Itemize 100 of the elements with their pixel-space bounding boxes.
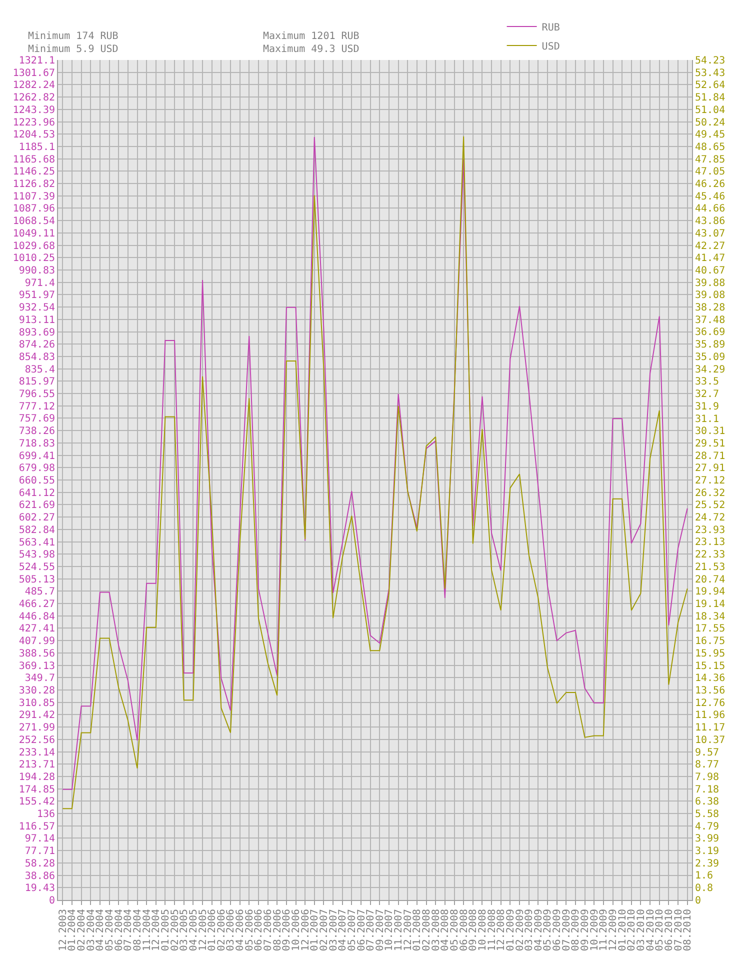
x-tick-label: 04.2006 — [235, 909, 246, 952]
y-tick-label: 369.13 — [18, 660, 55, 672]
legend-label: RUB — [542, 22, 560, 34]
legend-label: USD — [542, 41, 560, 52]
text: Maximum 49.3 USD — [263, 44, 360, 55]
y2-tick-label: 51.84 — [695, 92, 726, 104]
x-tick-label: 07.2007 — [366, 909, 377, 952]
y2-tick-label: 19.94 — [695, 586, 726, 598]
y2-tick-label: 24.72 — [695, 512, 726, 524]
y-tick-label: 893.69 — [18, 327, 55, 338]
y2-tick-label: 45.46 — [695, 191, 726, 202]
x-tick-label: 02.2010 — [626, 909, 638, 952]
y2-tick-label: 21.53 — [695, 562, 726, 574]
y-tick-label: 1126.82 — [12, 179, 55, 190]
x-tick-label: 04.2010 — [645, 909, 656, 952]
x-tick-label: 01.2006 — [207, 909, 218, 952]
x-tick-label: 07.2009 — [561, 909, 572, 952]
y2-tick-label: 19.14 — [695, 599, 726, 610]
x-tick-label: 10.2007 — [384, 909, 396, 952]
x-tick-label: 01.2004 — [67, 909, 78, 952]
y-tick-label: 835.4 — [24, 364, 55, 376]
y2-tick-label: 39.08 — [695, 290, 726, 302]
y2-tick-label: 54.23 — [695, 56, 726, 66]
x-tick-label: 03.2007 — [328, 909, 340, 952]
y2-tick-label: 7.98 — [695, 772, 720, 783]
y2-tick-label: 16.75 — [695, 636, 726, 648]
y-tick-label: 1087.96 — [12, 204, 55, 215]
y2-tick-label: 23.93 — [695, 524, 726, 536]
y-tick-label: 271.99 — [18, 722, 55, 734]
x-tick-label: 09.2009 — [580, 909, 592, 952]
y2-tick-label: 11.96 — [695, 710, 726, 722]
x-tick-label: 06.2008 — [458, 909, 470, 952]
y2-tick-label: 52.64 — [695, 80, 726, 92]
y-tick-label: 505.13 — [18, 574, 55, 586]
y-tick-label: 738.26 — [18, 426, 55, 438]
x-tick-label: 01.2005 — [160, 909, 172, 952]
y-tick-label: 349.7 — [24, 673, 55, 684]
y2-tick-label: 31.1 — [695, 414, 720, 425]
y2-tick-label: 44.66 — [695, 204, 726, 215]
x-tick-label: 03.2004 — [86, 909, 97, 952]
y2-tick-label: 15.15 — [695, 660, 726, 672]
y-tick-label: 621.69 — [18, 500, 55, 512]
y2-tick-label: 41.47 — [695, 253, 726, 264]
x-tick-label: 06.2010 — [664, 909, 675, 952]
x-tick-label: 06.2009 — [552, 909, 564, 952]
y2-tick-label: 31.9 — [695, 401, 720, 412]
y2-tick-label: 35.09 — [695, 352, 726, 363]
x-tick-label: 05.2010 — [654, 909, 666, 952]
y-tick-label: 77.71 — [24, 846, 55, 858]
y-tick-label: 718.83 — [18, 438, 55, 450]
x-tick-label: 03.2008 — [430, 909, 442, 952]
y-tick-label: 427.41 — [18, 624, 55, 635]
x-tick-label: 10.2006 — [291, 909, 302, 952]
y2-tick-label: 33.5 — [695, 376, 720, 388]
x-tick-label: 03.2010 — [636, 909, 647, 952]
y-tick-label: 660.55 — [18, 476, 55, 486]
y2-tick-label: 3.19 — [695, 846, 720, 858]
y-tick-label: 19.43 — [24, 883, 55, 894]
y2-tick-label: 23.13 — [695, 537, 726, 548]
x-tick-label: 12.2008 — [496, 909, 508, 952]
y-tick-label: 1282.24 — [12, 80, 55, 92]
x-tick-label: 09.2008 — [468, 909, 480, 952]
x-tick-label: 07.2006 — [263, 909, 274, 952]
y2-tick-label: 4.79 — [695, 821, 720, 832]
x-tick-label: 11.2007 — [394, 909, 405, 952]
y-tick-label: 679.98 — [18, 463, 55, 474]
x-tick-label: 04.2007 — [338, 909, 349, 952]
y-tick-label: 699.41 — [18, 450, 55, 462]
y-tick-label: 97.14 — [24, 834, 55, 845]
x-tick-label: 01.2010 — [617, 909, 628, 952]
x-tick-label: 12.2009 — [608, 909, 619, 952]
y-tick-label: 233.14 — [18, 747, 55, 758]
y2-tick-label: 5.58 — [695, 809, 720, 820]
y2-tick-label: 27.91 — [695, 463, 726, 474]
x-tick-label: 06.2006 — [254, 909, 265, 952]
y2-tick-label: 34.29 — [695, 364, 726, 376]
y2-tick-label: 32.7 — [695, 388, 720, 400]
y-tick-label: 951.97 — [18, 290, 55, 302]
x-tick-label: 03.2006 — [226, 909, 237, 952]
y-tick-label: 485.7 — [24, 586, 55, 598]
x-tick-label: 12.2007 — [402, 909, 414, 952]
y-tick-label: 330.28 — [18, 686, 55, 696]
x-tick-label: 04.2008 — [440, 909, 452, 952]
x-tick-label: 04.2004 — [95, 909, 106, 952]
y2-tick-label: 2.39 — [695, 858, 720, 870]
text: Minimum 5.9 USD — [28, 44, 118, 55]
y-tick-label: 1010.25 — [12, 253, 55, 264]
y2-tick-label: 30.31 — [695, 426, 726, 438]
y-tick-label: 757.69 — [18, 414, 55, 425]
y-tick-label: 155.42 — [18, 796, 55, 808]
x-tick-label: 01.2007 — [310, 909, 321, 952]
y2-tick-label: 8.77 — [695, 760, 720, 771]
y2-tick-label: 13.56 — [695, 685, 726, 696]
x-tick-label: 08.2006 — [272, 909, 284, 952]
y-tick-label: 58.28 — [24, 858, 55, 870]
y2-tick-label: 50.24 — [695, 117, 726, 128]
y-tick-label: 1049.11 — [12, 228, 55, 240]
y-tick-label: 0 — [48, 896, 55, 906]
y2-tick-label: 51.04 — [695, 104, 726, 116]
y-tick-label: 777.12 — [18, 401, 55, 412]
